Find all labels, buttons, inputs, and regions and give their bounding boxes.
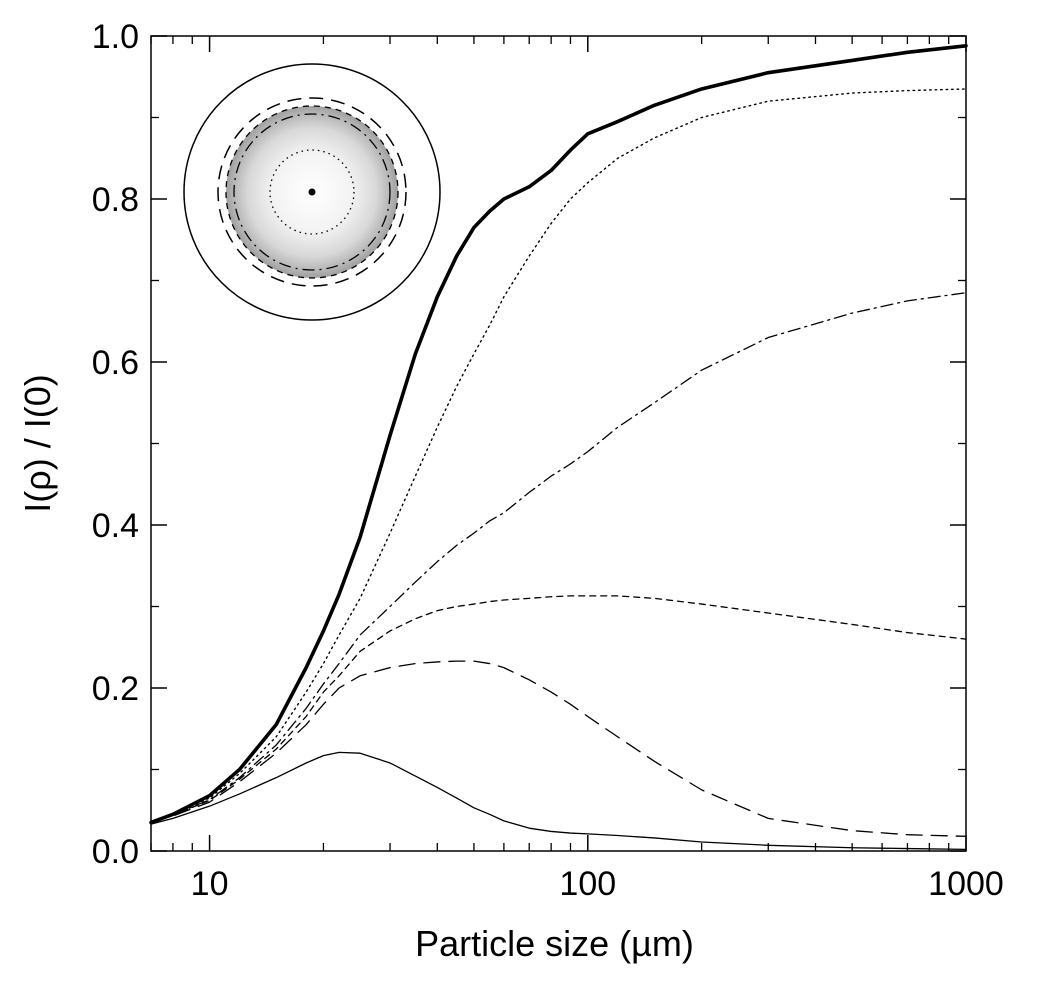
inset-dash-dot-ring xyxy=(233,113,391,271)
x-tick-label: 10 xyxy=(191,865,229,903)
axes-layer: 10 100 1000 0.0 0.2 0.4 0.6 0.8 1.0 Particle size… xyxy=(17,18,1004,964)
x-axis-title: Particle size (µm) xyxy=(415,923,694,964)
y-tick-label: 0.6 xyxy=(92,344,139,382)
inset-center-dot xyxy=(308,188,316,196)
inset-diagram xyxy=(183,63,441,321)
inset-dotted-ring xyxy=(269,149,355,235)
y-tick-label: 0.8 xyxy=(92,181,139,219)
series-line-thick-solid xyxy=(149,43,968,825)
series-layer xyxy=(149,43,968,851)
y-tick-label: 1.0 xyxy=(92,18,139,56)
inset-short-dash-ring xyxy=(225,105,399,279)
series-line-thin-solid xyxy=(150,751,967,851)
x-tick-label: 1000 xyxy=(928,865,1004,903)
y-axis-title: I(ρ) / I(0) xyxy=(17,374,58,512)
inset-long-dash-ring xyxy=(217,97,407,287)
y-tick-label: 0.0 xyxy=(92,833,139,871)
y-tick-label: 0.4 xyxy=(92,507,139,545)
x-tick-label: 100 xyxy=(559,865,616,903)
series-line-dotted xyxy=(150,88,967,824)
series-line-short-dash xyxy=(150,595,967,824)
series-line-dash-dot xyxy=(150,292,967,824)
y-tick-label: 0.2 xyxy=(92,670,139,708)
series-line-long-dash xyxy=(150,660,967,837)
inset-outer-ring xyxy=(183,63,441,321)
